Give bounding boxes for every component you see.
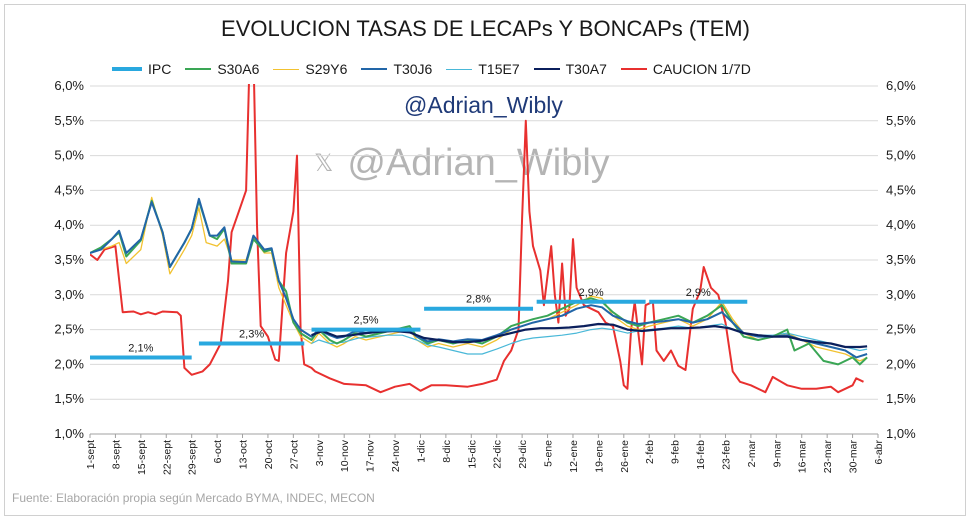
watermark-text: @Adrian_Wibly [347,142,610,184]
series-line-caucion-1-7d [90,84,864,394]
y-tick-label: 4,0% [54,217,84,232]
y-tick-label: 4,5% [54,182,84,197]
ipc-label: 2,3% [239,329,264,341]
legend-swatch [361,68,388,70]
y2-tick-label: 3,5% [886,252,916,267]
ipc-label: 2,8% [466,294,491,306]
x-tick-label: 10-nov [339,439,351,472]
x-tick-label: 15-dic [466,440,478,469]
x-tick-label: 22-sept [161,440,173,475]
x-tick-label: 9-feb [670,440,682,464]
legend-swatch [446,68,473,70]
y2-tick-label: 1,0% [886,426,916,441]
x-tick-label: 8-dic [441,440,453,463]
legend-swatch [185,68,212,70]
legend-label: S30A6 [217,61,260,77]
y2-tick-label: 4,0% [886,217,916,232]
series-group [90,84,868,394]
legend-item: S29Y6 [273,61,347,77]
x-tick-label: 30-mar [848,440,860,474]
ipc-label: 2,1% [128,342,153,354]
y-tick-label: 1,0% [54,426,84,441]
x-tick-label: 3-nov [314,439,326,466]
x-tick-label: 20-oct [263,440,275,469]
legend-swatch [620,68,647,70]
watermark: 𝕏 @Adrian_Wibly [314,142,610,185]
author-handle: @Adrian_Wibly [404,92,563,118]
x-tick-label: 26-ene [619,440,631,473]
series-line-t15e7 [311,323,868,355]
y2-tick-label: 6,0% [886,78,916,93]
x-tick-label: 29-sept [187,440,199,475]
x-tick-label: 1-sept [85,440,97,469]
x-tick-label: 6-oct [212,440,224,463]
x-tick-label: 23-mar [822,440,834,474]
y-tick-label: 6,0% [54,78,84,93]
y-tick-label: 2,0% [54,356,84,371]
x-tick-label: 12-ene [568,440,580,473]
y-tick-label: 3,0% [54,287,84,302]
x-tick-label: 5-ene [543,440,555,467]
y2-tick-label: 2,0% [886,356,916,371]
legend-label: T30J6 [393,61,433,77]
x-tick-label: 23-feb [720,440,732,470]
x-tick-label: 13-oct [238,440,250,469]
y-tick-label: 2,5% [54,322,84,337]
x-tick-label: 6-abr [873,440,885,465]
legend: IPC S30A6 S29Y6 T30J6 T15E7 T30A7 CAUCION 1/7D [112,59,765,79]
x-logo-icon: 𝕏 [314,150,334,177]
legend-swatch [273,68,300,70]
x-tick-label: 27-oct [288,440,300,469]
x-tick-label: 29-dic [517,440,529,469]
x-tick-label: 8-sept [110,440,122,469]
ipc-label: 2,5% [353,315,378,327]
x-tick-label: 19-ene [593,440,605,473]
y2-tick-label: 5,0% [886,148,916,163]
x-tick-label: 9-mar [771,439,783,467]
y-tick-label: 1,5% [54,391,84,406]
y-tick-label: 5,0% [54,148,84,163]
x-tick-label: 2-mar [746,439,758,467]
legend-label: IPC [148,61,172,77]
legend-label: S29Y6 [305,61,348,77]
legend-item: T15E7 [446,61,520,77]
legend-label: CAUCION 1/7D [652,61,751,77]
ipc-label: 2,9% [686,287,711,299]
y2-tick-label: 1,5% [886,391,916,406]
legend-item: S30A6 [185,61,259,77]
chart-title: EVOLUCION TASAS DE LECAPs Y BONCAPs (TEM… [221,16,750,41]
legend-swatch [112,67,142,71]
series-line-t30j6 [90,197,868,359]
y-tick-label: 5,5% [54,113,84,128]
y-tick-label: 3,5% [54,252,84,267]
y2-tick-label: 5,5% [886,113,916,128]
ipc-label: 2,9% [579,287,604,299]
x-tick-label: 16-feb [695,440,707,470]
x-tick-label: 17-nov [365,439,377,472]
y2-tick-label: 3,0% [886,287,916,302]
x-tick-label: 2-feb [644,440,656,464]
x-tick-label: 15-sept [136,440,148,475]
x-tick-label: 22-dic [492,440,504,469]
series-line-t30a7 [311,322,868,349]
legend-swatch [533,68,560,70]
y2-tick-label: 4,5% [886,182,916,197]
x-tick-label: 1-dic [415,440,427,463]
legend-item: IPC [112,61,171,77]
legend-label: T30A7 [565,61,607,77]
source-note: Fuente: Elaboración propia según Mercado… [12,491,375,505]
legend-item: CAUCION 1/7D [620,61,751,77]
y2-tick-label: 2,5% [886,322,916,337]
legend-item: T30A7 [533,61,607,77]
legend-label: T15E7 [478,61,520,77]
x-tick-label: 24-nov [390,439,402,472]
legend-item: T30J6 [361,61,432,77]
x-tick-label: 16-mar [797,440,809,474]
